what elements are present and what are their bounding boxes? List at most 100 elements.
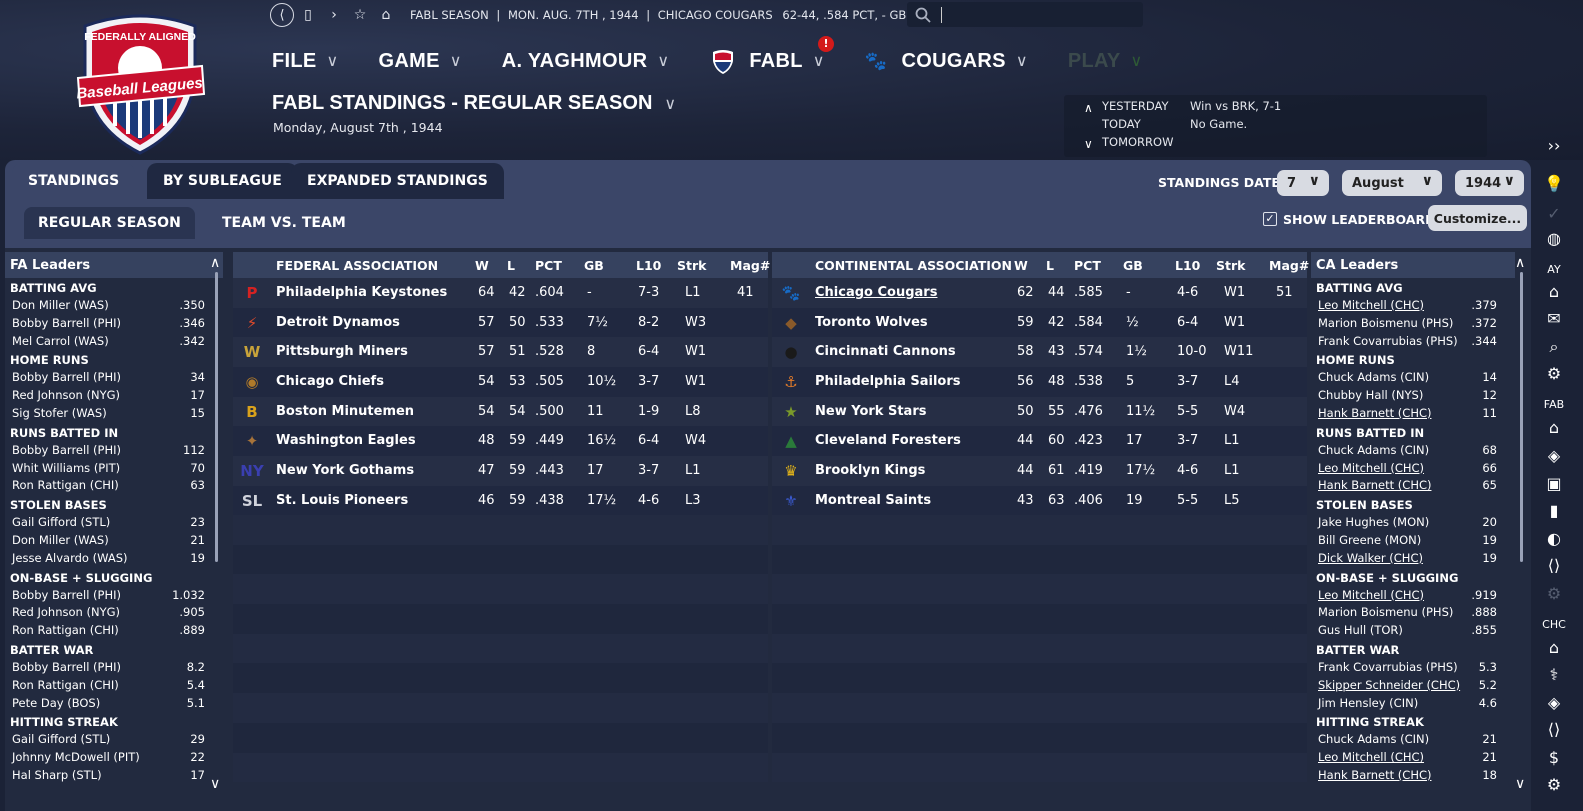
leader-row[interactable]: Johnny McDowell (PIT) 22 <box>5 749 223 767</box>
team-logo-icon[interactable]: ⚓ <box>784 373 798 392</box>
leader-player-name[interactable]: Marion Boismenu (PHS) <box>1318 605 1454 620</box>
leader-player-name[interactable]: Pete Day (BOS) <box>12 695 101 710</box>
code-icon[interactable]: ⟨⟩ <box>1547 556 1561 575</box>
home-icon[interactable]: ⌂ <box>1548 638 1560 657</box>
team-logo-icon[interactable]: ◆ <box>785 313 797 332</box>
page-title[interactable]: FABL STANDINGS - REGULAR SEASON ∨ <box>272 92 676 115</box>
leader-player-name[interactable]: Red Johnson (NYG) <box>12 388 120 403</box>
team-name[interactable]: New York Stars <box>815 403 927 419</box>
fa-leaders-panel[interactable]: FA Leaders BATTING AVG Don Miller (WAS) .3… <box>5 252 223 797</box>
standings-row[interactable]: 🐾 Chicago Cougars 62 44 .585 - 4-6 W1 51 <box>772 278 1307 308</box>
leader-row[interactable]: Frank Covarrubias (PHS) 5.3 <box>1311 659 1515 677</box>
team-logo-icon[interactable]: ⚡ <box>246 313 258 332</box>
col-mag[interactable]: Mag# <box>1269 258 1310 273</box>
show-leaderboards-label[interactable]: SHOW LEADERBOARDS <box>1283 212 1445 227</box>
team-name[interactable]: Pittsburgh Miners <box>276 344 408 360</box>
standings-row[interactable]: ● Cincinnati Cannons 58 43 .574 1½ 10-0 W11 <box>772 337 1307 368</box>
leader-row[interactable]: Leo Mitchell (CHC) .919 <box>1311 587 1515 605</box>
col-l[interactable]: L <box>507 258 515 273</box>
leader-player-name[interactable]: Chuck Adams (CIN) <box>1318 442 1430 457</box>
leader-player-name[interactable]: Ron Rattigan (CHI) <box>12 623 119 638</box>
leader-row[interactable]: Gail Gifford (STL) 23 <box>5 514 223 532</box>
leader-row[interactable]: Red Johnson (NYG) .905 <box>5 604 223 622</box>
col-strk[interactable]: Strk <box>1216 258 1246 273</box>
continental-league-name[interactable]: CONTINENTAL ASSOCIATION <box>815 258 1012 273</box>
leader-row[interactable]: Skipper Schneider (CHC) 5.2 <box>1311 677 1515 695</box>
leader-player-name[interactable]: Leo Mitchell (CHC) <box>1318 587 1425 602</box>
team-logo-icon[interactable]: P <box>246 284 258 302</box>
star-icon[interactable]: ☆ <box>353 7 367 23</box>
crumb-team[interactable]: CHICAGO COUGARS <box>657 8 773 22</box>
col-w[interactable]: W <box>475 258 489 273</box>
subtab-team-vs-team[interactable]: TEAM VS. TEAM <box>222 215 346 231</box>
leader-row[interactable]: Bobby Barrell (PHI) 34 <box>5 369 223 387</box>
col-strk[interactable]: Strk <box>677 258 707 273</box>
standings-row[interactable]: P Philadelphia Keystones 64 42 .604 - 7-3 L1 41 <box>233 278 768 308</box>
baseball-icon[interactable]: ◐ <box>1547 529 1561 548</box>
leader-player-name[interactable]: Hank Barnett (CHC) <box>1318 767 1432 782</box>
home-icon[interactable]: ⌂ <box>1548 282 1560 301</box>
back-icon[interactable]: ⟨ <box>270 3 294 27</box>
standings-row[interactable]: ⚓ Philadelphia Sailors 56 48 .538 5 3-7 L4 <box>772 367 1307 397</box>
menu-play[interactable]: PLAY ∨ <box>1068 50 1143 73</box>
leader-row[interactable]: Marion Boismenu (PHS) .888 <box>1311 604 1515 622</box>
team-name[interactable]: Toronto Wolves <box>815 314 928 330</box>
yesterday-value[interactable]: Win vs BRK, 7-1 <box>1190 99 1282 113</box>
card-icon[interactable]: ▣ <box>1546 474 1562 493</box>
leader-row[interactable]: Gail Gifford (STL) 29 <box>5 731 223 749</box>
leader-player-name[interactable]: Frank Covarrubias (PHS) <box>1318 659 1458 674</box>
forward-icon[interactable]: › <box>331 7 337 23</box>
menu-cougars[interactable]: 🐾 COUGARS ∨ <box>865 50 1028 73</box>
location-icon[interactable]: ◈ <box>1547 693 1561 712</box>
leader-player-name[interactable]: Whit Williams (PIT) <box>12 460 121 475</box>
leader-player-name[interactable]: Jake Hughes (MON) <box>1318 515 1430 530</box>
menu-fabl[interactable]: FABL ∨ <box>709 47 824 75</box>
leader-player-name[interactable]: Dick Walker (CHC) <box>1318 550 1423 565</box>
leader-row[interactable]: Leo Mitchell (CHC) 21 <box>1311 749 1515 767</box>
leader-player-name[interactable]: Don Miller (WAS) <box>12 298 109 312</box>
chevron-down-icon[interactable]: ∨ <box>1084 137 1093 151</box>
leader-row[interactable]: Sig Stofer (WAS) 15 <box>5 405 223 423</box>
leader-row[interactable]: Marion Boismenu (PHS) .372 <box>1311 315 1515 333</box>
search-input[interactable] <box>907 2 1143 27</box>
leader-row[interactable]: Pete Day (BOS) 5.1 <box>5 695 223 713</box>
leader-row[interactable]: Bill Greene (MON) 19 <box>1311 532 1515 550</box>
scroll-down-icon[interactable]: ∨ <box>210 776 221 792</box>
fabl-logo[interactable]: Baseball Leagues FEDERALLY ALIGNED <box>70 8 210 158</box>
tab-by-subleague[interactable]: BY SUBLEAGUE <box>147 163 298 199</box>
standings-row[interactable]: ★ New York Stars 50 55 .476 11½ 5-5 W4 <box>772 396 1307 427</box>
tab-standings[interactable]: STANDINGS <box>12 163 136 199</box>
standings-row[interactable]: SL St. Louis Pioneers 46 59 .438 17½ 4-6 L3 <box>233 485 768 516</box>
team-name[interactable]: Washington Eagles <box>276 433 416 449</box>
leader-player-name[interactable]: Mel Carrol (WAS) <box>12 333 109 348</box>
leader-row[interactable]: Jake Hughes (MON) 20 <box>1311 514 1515 532</box>
leader-row[interactable]: Chuck Adams (CIN) 68 <box>1311 442 1515 460</box>
team-logo-icon[interactable]: ◉ <box>245 373 259 392</box>
chevron-up-icon[interactable]: ∧ <box>1084 101 1093 115</box>
stethoscope-icon[interactable]: ⚕ <box>1549 665 1559 684</box>
dollar-icon[interactable]: $ <box>1548 748 1560 767</box>
leader-row[interactable]: Ron Rattigan (CHI) .889 <box>5 622 223 640</box>
leader-player-name[interactable]: Chuck Adams (CIN) <box>1318 370 1430 385</box>
leader-player-name[interactable]: Bobby Barrell (PHI) <box>12 315 121 330</box>
leader-player-name[interactable]: Ron Rattigan (CHI) <box>12 478 119 493</box>
leader-row[interactable]: Whit Williams (PIT) 70 <box>5 460 223 478</box>
leader-row[interactable]: Mel Carrol (WAS) .342 <box>5 333 223 351</box>
search-icon[interactable]: ⌕ <box>1549 337 1559 356</box>
leader-row[interactable]: Jesse Alvardo (WAS) 19 <box>5 550 223 568</box>
team-name[interactable]: Detroit Dynamos <box>276 314 400 330</box>
leader-row[interactable]: Gus Hull (TOR) .855 <box>1311 622 1515 640</box>
lightbulb-icon[interactable]: 💡 <box>1544 174 1564 193</box>
leader-row[interactable]: Ron Rattigan (CHI) 63 <box>5 477 223 495</box>
leader-player-name[interactable]: Hal Sharp (STL) <box>12 767 102 782</box>
leader-player-name[interactable]: Frank Covarrubias (PHS) <box>1318 333 1458 348</box>
standings-row[interactable]: B Boston Minutemen 54 54 .500 11 1-9 L8 <box>233 396 768 427</box>
leader-player-name[interactable]: Skipper Schneider (CHC) <box>1318 677 1461 692</box>
bar-chart-icon[interactable]: ▮ <box>1549 501 1559 520</box>
leader-player-name[interactable]: Jesse Alvardo (WAS) <box>12 550 128 565</box>
leader-row[interactable]: Leo Mitchell (CHC) 66 <box>1311 460 1515 478</box>
leader-row[interactable]: Red Johnson (NYG) 17 <box>5 387 223 405</box>
leader-player-name[interactable]: Johnny McDowell (PIT) <box>12 750 140 765</box>
crumb-season[interactable]: FABL SEASON <box>410 8 489 22</box>
expand-sidebar-icon[interactable]: ›› <box>1547 136 1561 155</box>
